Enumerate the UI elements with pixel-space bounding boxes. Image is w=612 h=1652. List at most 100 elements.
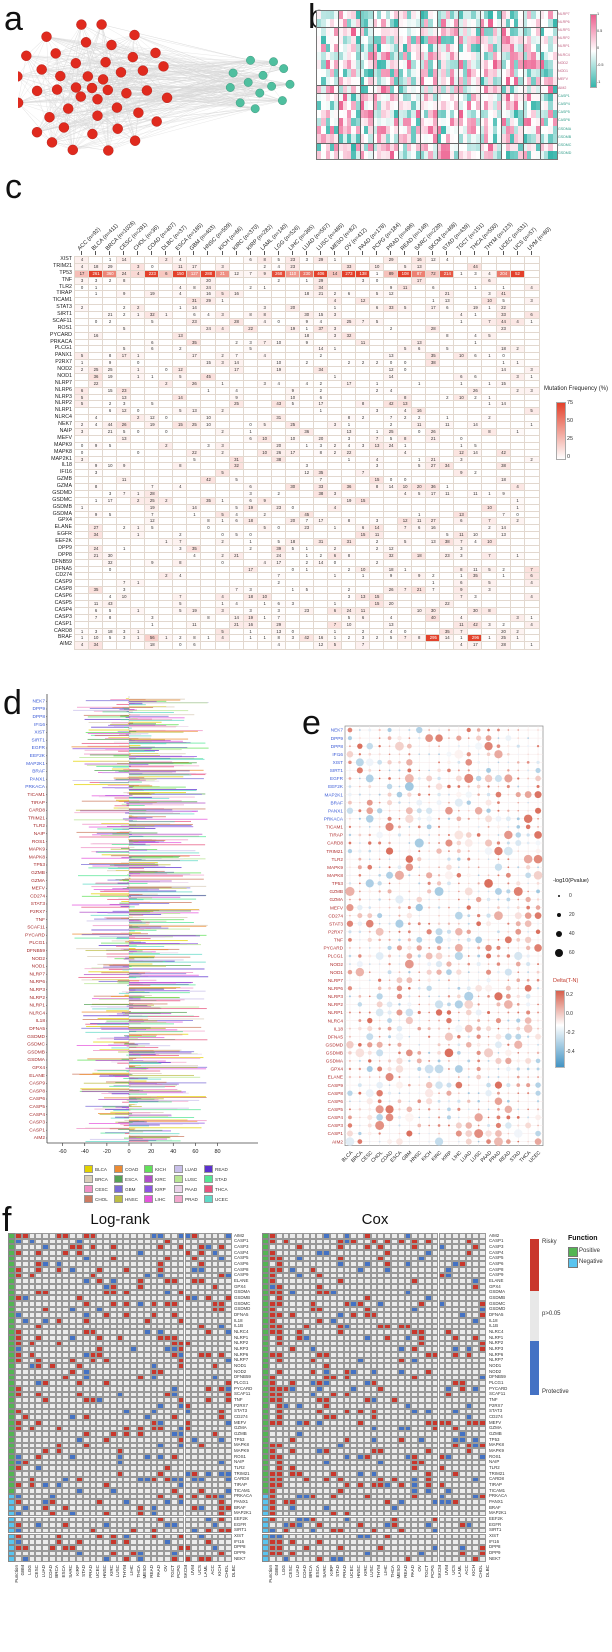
dot-plot-point[interactable] xyxy=(458,866,460,868)
dot-plot-point[interactable] xyxy=(368,753,371,756)
dot-plot-point[interactable] xyxy=(406,855,413,862)
dot-plot-point[interactable] xyxy=(359,794,361,796)
dot-plot-point[interactable] xyxy=(438,906,440,908)
dot-plot-point[interactable] xyxy=(368,841,371,844)
dot-plot-point[interactable] xyxy=(348,736,352,740)
dot-plot-point[interactable] xyxy=(526,865,530,869)
dot-plot-point[interactable] xyxy=(348,938,352,942)
dot-plot-point[interactable] xyxy=(447,930,451,934)
dot-plot-point[interactable] xyxy=(418,931,420,933)
dot-plot-point[interactable] xyxy=(389,907,391,909)
dot-plot-point[interactable] xyxy=(406,953,412,959)
dot-plot-point[interactable] xyxy=(387,800,392,805)
dot-plot-point[interactable] xyxy=(438,826,440,828)
dot-plot-point[interactable] xyxy=(438,842,440,844)
dot-plot-point[interactable] xyxy=(515,912,522,919)
dot-plot-point[interactable] xyxy=(369,963,371,965)
dot-plot-point[interactable] xyxy=(456,736,461,741)
dot-plot-point[interactable] xyxy=(399,729,401,731)
dot-plot-point[interactable] xyxy=(358,954,361,957)
dot-plot-point[interactable] xyxy=(507,769,509,771)
dot-plot-point[interactable] xyxy=(348,849,352,853)
dot-plot-point[interactable] xyxy=(416,727,422,733)
dot-plot-point[interactable] xyxy=(514,887,523,896)
dot-plot-point[interactable] xyxy=(536,930,540,934)
dot-plot-point[interactable] xyxy=(498,939,500,941)
dot-plot-point[interactable] xyxy=(527,802,529,804)
dot-plot-point[interactable] xyxy=(366,815,374,823)
dot-plot-point[interactable] xyxy=(438,745,440,747)
dot-plot-point[interactable] xyxy=(478,882,480,884)
dot-plot-point[interactable] xyxy=(468,866,470,868)
dot-plot-point[interactable] xyxy=(426,776,432,782)
dot-plot-point[interactable] xyxy=(517,737,519,739)
dot-plot-point[interactable] xyxy=(379,729,381,731)
dot-plot-point[interactable] xyxy=(418,745,420,747)
dot-plot-point[interactable] xyxy=(428,785,430,787)
dot-plot-point[interactable] xyxy=(389,899,391,901)
dot-plot-point[interactable] xyxy=(477,793,480,796)
dot-plot-point[interactable] xyxy=(418,761,420,763)
dot-plot-point[interactable] xyxy=(376,832,383,839)
dot-plot-point[interactable] xyxy=(408,849,412,853)
dot-plot-point[interactable] xyxy=(426,816,432,822)
red-module-node[interactable] xyxy=(42,32,52,42)
dot-plot-point[interactable] xyxy=(478,826,480,828)
dot-plot-point[interactable] xyxy=(537,753,539,755)
dot-plot-point[interactable] xyxy=(367,913,372,918)
dot-plot-point[interactable] xyxy=(507,745,509,747)
dot-plot-point[interactable] xyxy=(378,874,381,877)
dot-plot-point[interactable] xyxy=(535,912,542,919)
dot-plot-point[interactable] xyxy=(447,938,451,942)
dot-plot-point[interactable] xyxy=(368,890,371,893)
dot-plot-point[interactable] xyxy=(376,952,384,960)
dot-plot-point[interactable] xyxy=(395,895,403,903)
dot-plot-point[interactable] xyxy=(468,955,470,957)
dot-plot-point[interactable] xyxy=(428,866,430,868)
dot-plot-point[interactable] xyxy=(488,826,490,828)
dot-plot-point[interactable] xyxy=(438,729,440,731)
dot-plot-point[interactable] xyxy=(427,889,431,893)
dot-plot-point[interactable] xyxy=(454,831,463,840)
dot-plot-point[interactable] xyxy=(477,955,480,958)
dot-plot-point[interactable] xyxy=(468,818,470,820)
red-module-node[interactable] xyxy=(51,48,61,58)
dot-plot-point[interactable] xyxy=(517,874,519,876)
dot-plot-point[interactable] xyxy=(537,882,540,885)
dot-plot-point[interactable] xyxy=(537,818,539,820)
dot-plot-point[interactable] xyxy=(447,881,451,885)
dot-plot-point[interactable] xyxy=(527,753,529,755)
dot-plot-point[interactable] xyxy=(527,786,529,788)
dot-plot-point[interactable] xyxy=(467,858,470,861)
dot-plot-point[interactable] xyxy=(468,810,470,812)
dot-plot-point[interactable] xyxy=(515,929,521,935)
dot-plot-point[interactable] xyxy=(369,931,371,933)
dot-plot-point[interactable] xyxy=(398,915,400,917)
dot-plot-point[interactable] xyxy=(399,955,401,957)
dot-plot-point[interactable] xyxy=(527,737,529,739)
dot-plot-point[interactable] xyxy=(369,947,371,949)
dot-plot-point[interactable] xyxy=(348,761,351,764)
dot-plot-point[interactable] xyxy=(508,802,510,804)
dot-plot-point[interactable] xyxy=(535,768,540,773)
dot-plot-point[interactable] xyxy=(417,857,421,861)
dot-plot-point[interactable] xyxy=(438,761,440,763)
dot-plot-point[interactable] xyxy=(359,826,361,828)
dot-plot-point[interactable] xyxy=(358,809,361,812)
dot-plot-point[interactable] xyxy=(494,911,503,920)
dot-plot-point[interactable] xyxy=(389,923,391,925)
dot-plot-point[interactable] xyxy=(524,815,532,823)
red-module-node[interactable] xyxy=(32,86,42,96)
dot-plot-point[interactable] xyxy=(369,858,371,860)
dot-plot-point[interactable] xyxy=(487,785,489,787)
dot-plot-point[interactable] xyxy=(477,761,480,764)
dot-plot-point[interactable] xyxy=(478,850,480,852)
red-module-node[interactable] xyxy=(63,104,73,114)
dot-plot-point[interactable] xyxy=(534,944,542,952)
dot-plot-point[interactable] xyxy=(368,729,371,732)
dot-plot-point[interactable] xyxy=(389,931,391,933)
dot-plot-point[interactable] xyxy=(497,955,500,958)
dot-plot-point[interactable] xyxy=(417,945,422,950)
dot-plot-point[interactable] xyxy=(389,883,391,885)
red-module-node[interactable] xyxy=(130,136,140,146)
